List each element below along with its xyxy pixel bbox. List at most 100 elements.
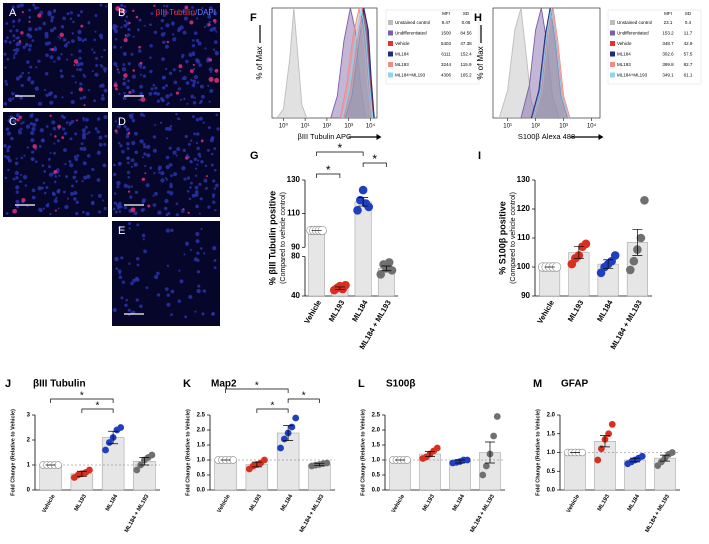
- nucleus: [81, 132, 87, 137]
- nucleus: [93, 38, 97, 42]
- error-bar: [455, 459, 465, 464]
- legend-table: [607, 9, 702, 85]
- nucleus: [129, 195, 133, 199]
- nucleus: [177, 87, 182, 91]
- nucleus: [118, 272, 121, 275]
- nucleus: [142, 114, 146, 118]
- chart-title: GFAP: [561, 379, 589, 390]
- nucleus: [80, 142, 84, 146]
- nucleus: [81, 179, 84, 183]
- nucleus: [82, 95, 87, 100]
- nucleus: [199, 84, 204, 89]
- stain-spot: [120, 8, 126, 14]
- nucleus: [43, 170, 47, 173]
- stain-spot: [49, 114, 52, 117]
- stain-spot: [115, 87, 118, 91]
- nucleus: [100, 83, 105, 88]
- stain-spot: [21, 198, 26, 203]
- nucleus: [165, 11, 169, 15]
- data-point: [629, 256, 639, 266]
- stain-spot: [16, 118, 20, 122]
- nucleus: [121, 67, 127, 72]
- nucleus: [95, 56, 99, 60]
- y-tick-label: 1.0: [197, 458, 206, 464]
- nucleus: [121, 149, 125, 154]
- nucleus: [112, 207, 116, 211]
- nucleus: [121, 280, 126, 284]
- nucleus: [154, 124, 157, 127]
- nucleus: [37, 59, 41, 63]
- nucleus: [58, 174, 61, 177]
- nucleus: [118, 225, 122, 230]
- nucleus: [70, 119, 75, 124]
- nucleus: [125, 135, 130, 139]
- nucleus: [169, 124, 173, 128]
- nucleus: [34, 118, 39, 122]
- nucleus: [104, 5, 107, 8]
- nucleus: [166, 302, 171, 307]
- nucleus: [49, 133, 53, 136]
- nucleus: [193, 31, 198, 35]
- nucleus: [196, 251, 200, 255]
- nucleus: [145, 183, 150, 188]
- nucleus: [82, 146, 87, 152]
- nucleus: [164, 198, 169, 204]
- nucleus: [134, 131, 138, 136]
- nucleus: [143, 145, 147, 149]
- x-tick-label: 10³: [344, 124, 353, 130]
- nucleus: [79, 10, 83, 14]
- nucleus: [145, 286, 149, 290]
- nucleus: [44, 34, 49, 39]
- nucleus: [50, 19, 54, 23]
- nucleus: [10, 136, 14, 141]
- nucleus: [101, 93, 105, 97]
- nucleus: [160, 18, 165, 23]
- stain-spot: [140, 96, 146, 103]
- nucleus: [115, 65, 119, 68]
- nucleus: [91, 167, 95, 172]
- nucleus: [215, 183, 219, 188]
- nucleus: [130, 165, 133, 168]
- nucleus: [99, 3, 103, 7]
- nucleus: [195, 204, 199, 209]
- nucleus: [195, 58, 200, 63]
- x-tick-label: 10¹: [503, 124, 512, 130]
- nucleus: [78, 49, 82, 53]
- nucleus: [152, 83, 156, 87]
- stain-spot: [32, 144, 37, 149]
- significance-bracket: [316, 151, 364, 156]
- nucleus: [123, 183, 128, 188]
- nucleus: [195, 38, 200, 43]
- nucleus: [65, 121, 69, 125]
- legend-entry: ML184: [617, 52, 631, 57]
- stain-spot: [20, 31, 24, 35]
- nucleus: [142, 238, 145, 241]
- data-point: [610, 251, 620, 260]
- nucleus: [93, 51, 96, 54]
- stain-spot: [153, 4, 156, 7]
- nucleus: [26, 43, 29, 46]
- data-point: [608, 420, 616, 428]
- nucleus: [175, 202, 179, 206]
- nucleus: [56, 56, 61, 61]
- mfi-value: 153.2: [662, 31, 674, 36]
- nucleus: [207, 205, 211, 209]
- nucleus: [211, 137, 214, 140]
- nucleus: [78, 68, 83, 72]
- mfi-value: 3244: [441, 62, 452, 67]
- nucleus: [210, 152, 214, 156]
- nucleus: [160, 178, 165, 183]
- nucleus: [196, 288, 201, 294]
- nucleus: [31, 195, 36, 200]
- nucleus: [103, 88, 108, 93]
- stain-spot: [21, 11, 24, 14]
- data-point: [364, 202, 374, 212]
- nucleus: [190, 139, 193, 142]
- stain-spot: [114, 129, 118, 133]
- nucleus: [102, 163, 107, 168]
- x-tick-label: 10⁰: [279, 123, 289, 130]
- nucleus: [177, 117, 180, 120]
- nucleus: [22, 175, 28, 180]
- nucleus: [198, 155, 202, 158]
- nucleus: [165, 228, 171, 233]
